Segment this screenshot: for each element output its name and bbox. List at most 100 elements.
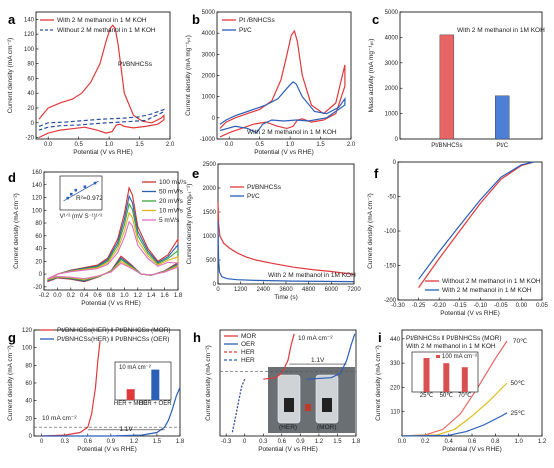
series-line xyxy=(38,24,165,139)
y-tick-label: 80 xyxy=(35,221,42,227)
inset-bar xyxy=(423,358,430,392)
series-label: 25℃ xyxy=(511,410,526,417)
x-tick-label: 7200 xyxy=(347,287,361,293)
series-line xyxy=(231,378,246,433)
chart-h: -0.3 0 0.3 0.6 0.9 1.2 1.5 1.8 Potential (V vs R… xyxy=(205,329,361,453)
y-tick-label: 2000 xyxy=(385,86,399,92)
annotation-text: 10 mA cm⁻² xyxy=(42,415,77,422)
x-tick-label: 2400 xyxy=(257,287,271,293)
y-tick-label: 80 xyxy=(25,363,32,369)
inset-category-label: 25℃ xyxy=(420,393,434,399)
chart-g: 0 0.3 0.6 0.9 1.2 1.5 1.8 0 20 40 60 80 100 120 Potent… xyxy=(7,327,185,453)
series-line xyxy=(418,161,534,288)
annotation-text: With 2 M methanol in 1M KOH xyxy=(268,272,356,279)
inset-i: 25℃ 50℃ 70℃ 100 mA cm⁻² xyxy=(411,351,479,399)
electrode-right xyxy=(322,398,332,412)
annotation-text: With 2 M methanol in 1 M KOH xyxy=(406,343,496,350)
x-axis-label: Time (s) xyxy=(274,294,298,301)
legend-label: Pt/C xyxy=(239,27,252,34)
y-tick-label: 5000 xyxy=(385,10,399,16)
y-axis-label: Current density (mA cm⁻²) xyxy=(375,345,382,421)
y-axis-label: Current density (mA cm⁻²) xyxy=(7,345,14,421)
x-tick-label: 0.6 xyxy=(93,293,102,299)
bar xyxy=(439,34,455,140)
x-tick-label: -0.10 xyxy=(473,303,487,309)
chart-b: 0.0 0.5 1.0 1.5 2.0 -1000 0 1000 2000 3000 4000 500… xyxy=(185,10,356,156)
y-tick-label: 0 xyxy=(393,160,397,166)
y-axis-label: Current density (mA cm⁻²) xyxy=(7,38,14,114)
inset-category-label: HER + OER xyxy=(139,401,172,407)
y-tick-label: 20 xyxy=(35,259,42,265)
legend-label: Pt/BNHCSs xyxy=(247,184,282,191)
x-axis-label: Potential (V vs RHE) xyxy=(77,446,137,453)
panel-label: h xyxy=(193,330,201,345)
y-tick-label: 60 xyxy=(35,234,42,240)
electrode-left xyxy=(284,398,294,412)
y-tick-label: 20 xyxy=(25,416,32,422)
y-axis-label: Current density (mA mg⁻¹ₚₜ) xyxy=(185,35,192,116)
legend-label: 20 mV/s xyxy=(159,198,184,205)
x-tick-label: 0.4 xyxy=(444,439,453,445)
series-line xyxy=(219,81,346,134)
y-axis-label: Mass activity (mA mg⁻¹ₚₜ) xyxy=(368,39,375,113)
x-tick-label: 6000 xyxy=(325,287,339,293)
legend-label: With 2 M methanol in 1 M KOH xyxy=(442,287,532,294)
y-axis-label: Current density (mA cm⁻²) xyxy=(13,193,20,269)
legend-label: MOR xyxy=(241,333,256,340)
y-tick-label: 2000 xyxy=(203,186,217,192)
x-category-label: Pt/BNHCSs xyxy=(431,143,462,149)
series-line xyxy=(47,220,179,280)
series-line xyxy=(418,161,534,280)
x-tick-label: 0.6 xyxy=(278,439,287,445)
annotation-text: 1.1V xyxy=(311,357,325,364)
annotation-text: With 2 M methanol in 1 M KOH xyxy=(247,129,337,136)
panel-label: i xyxy=(378,330,382,345)
y-tick-label: -200 xyxy=(384,298,397,304)
y-tick-label: 1000 xyxy=(385,112,399,118)
y-tick-label: 1000 xyxy=(203,234,217,240)
legend-label: Pt /BNHCSs xyxy=(239,17,276,24)
y-tick-label: 100 xyxy=(22,346,33,352)
x-tick-label: 0.9 xyxy=(107,439,116,445)
x-tick-label: 0.0 xyxy=(53,293,62,299)
y-tick-label: -50 xyxy=(387,195,396,201)
x-tick-label: 1200 xyxy=(234,287,248,293)
x-tick-label: 1.2 xyxy=(134,293,143,299)
y-axis-label: Current density (mA cm⁻²) xyxy=(367,193,374,269)
y-tick-label: 0 xyxy=(213,282,217,288)
data-point xyxy=(93,181,97,185)
photo-label: (HER) xyxy=(279,424,297,431)
x-tick-label: 0 xyxy=(216,287,220,293)
inset-annotation: 10 mA cm⁻² xyxy=(119,365,151,371)
legend-label: Pt/C xyxy=(247,193,260,200)
axes-frame xyxy=(35,11,171,140)
inset-category-label: 70℃ xyxy=(458,393,472,399)
x-tick-label: 1.2 xyxy=(130,439,139,445)
x-tick-label: 1.5 xyxy=(153,439,162,445)
legend-label: Pt/BNHCSs(HER) ‖ Pt/BNHCSs (OER) xyxy=(57,336,169,343)
y-tick-label: 4000 xyxy=(385,35,399,41)
x-tick-label: 1.6 xyxy=(160,293,169,299)
y-tick-label: -20 xyxy=(33,285,42,291)
x-tick-label: 1.2 xyxy=(315,439,324,445)
data-point xyxy=(66,196,69,200)
x-tick-label: 1.5 xyxy=(135,142,144,148)
series-line xyxy=(263,333,295,380)
x-tick-label: 0.05 xyxy=(536,303,548,309)
x-tick-label: 0.6 xyxy=(468,439,477,445)
x-tick-label: 0.8 xyxy=(107,293,116,299)
inset-frame xyxy=(114,361,172,401)
chart-d: -0.2 0.0 0.2 0.4 0.6 0.8 1.0 1.2 1.4 1.6 1.8 -20 0 20… xyxy=(13,170,187,307)
y-tick-label: 60 xyxy=(27,76,34,82)
y-tick-label: 3000 xyxy=(202,52,216,58)
y-tick-label: 20 xyxy=(27,106,34,112)
x-tick-label: 2.0 xyxy=(166,142,175,148)
y-tick-label: 140 xyxy=(32,183,43,189)
annotation-text: Pt/BNHCSs ‖ Pt/BNHCSs (MOR) xyxy=(406,335,502,342)
inset-category-label: HER + MOR xyxy=(114,401,148,407)
inset-d: R²=0.972 V¹ᐟ² (mV S⁻¹)¹ᐟ² xyxy=(59,175,103,220)
y-tick-label: 500 xyxy=(206,258,217,264)
legend-label: Without 2 M methanol in 1 M KOH xyxy=(442,278,541,285)
inset-bar xyxy=(461,367,468,392)
x-tick-label: 0.9 xyxy=(296,439,305,445)
